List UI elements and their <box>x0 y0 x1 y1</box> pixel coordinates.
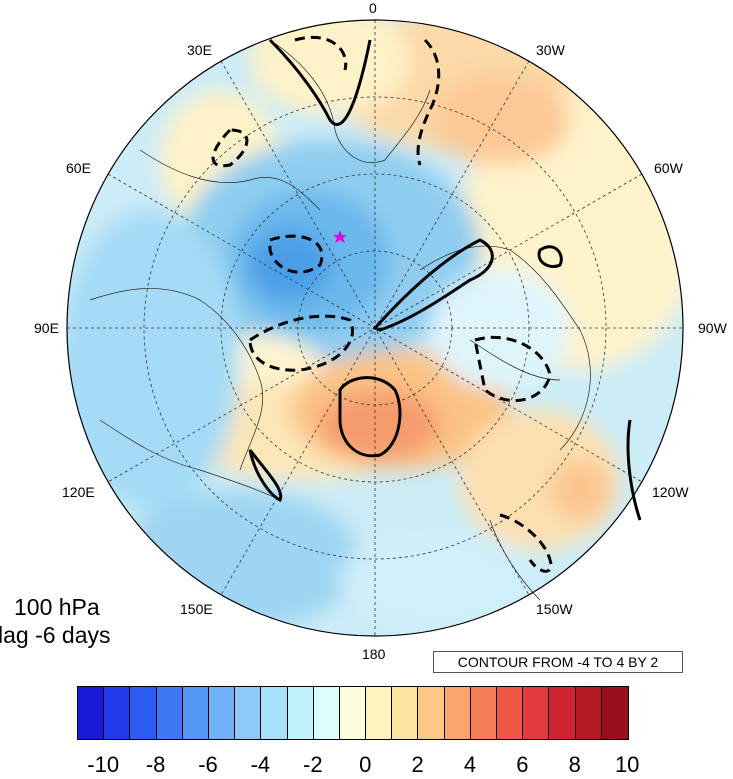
colorbar-cell <box>549 687 576 739</box>
lon-label-60w: 60W <box>654 160 683 176</box>
colorbar-cell <box>339 687 367 739</box>
colorbar-tick-label: 8 <box>568 752 581 777</box>
lon-label-30w: 30W <box>536 42 565 58</box>
colorbar-tick-label: 2 <box>411 752 424 777</box>
contour-info-box: CONTOUR FROM -4 TO 4 BY 2 <box>433 651 683 673</box>
colorbar-cell <box>418 687 445 739</box>
colorbar-cell <box>470 687 497 739</box>
colorbar-cell <box>444 687 471 739</box>
colorbar-cell <box>313 687 340 739</box>
lon-label-90e: 90E <box>34 320 59 336</box>
colorbar-cell <box>208 687 236 739</box>
colorbar-cell <box>366 687 393 739</box>
colorbar-cell <box>182 687 209 739</box>
colorbar-cell <box>575 687 602 739</box>
colorbar-cell <box>104 687 131 739</box>
lon-label-150w: 150W <box>536 601 573 617</box>
lon-label-30e: 30E <box>187 42 212 58</box>
colorbar-cell <box>601 687 628 739</box>
colorbar-tick-label: 10 <box>614 752 640 777</box>
lag-label: lag -6 days <box>0 622 111 648</box>
colorbar-cell <box>287 687 314 739</box>
colorbar-tick-label: 0 <box>359 752 372 777</box>
colorbar-cell <box>523 687 550 739</box>
lon-label-180: 180 <box>362 646 386 662</box>
colorbar-tick-label: -6 <box>198 752 218 777</box>
colorbar-cell <box>235 687 262 739</box>
colorbar-tick-label: 6 <box>516 752 529 777</box>
colorbar-cell <box>130 687 157 739</box>
colorbar-tick-label: -10 <box>87 752 120 777</box>
colorbar <box>77 686 629 740</box>
lon-label-120e: 120E <box>62 484 95 500</box>
colorbar-tick-label: -4 <box>250 752 271 777</box>
lon-label-0: 0 <box>369 0 377 16</box>
lon-label-120w: 120W <box>652 484 689 500</box>
contours <box>211 35 642 573</box>
pressure-level-label: 100 hPa <box>14 594 100 620</box>
lon-label-90w: 90W <box>698 320 727 336</box>
colorbar-cell <box>392 687 419 739</box>
colorbar-cell <box>497 687 524 739</box>
colorbar-tick-label: -2 <box>303 752 323 777</box>
coastlines <box>89 39 591 601</box>
colorbar-tick-label: 4 <box>463 752 477 777</box>
lon-label-150e: 150E <box>180 601 213 617</box>
colorbar-cell <box>78 687 105 739</box>
colorbar-cell <box>261 687 288 739</box>
map-border <box>66 19 684 637</box>
colorbar-cell <box>156 687 183 739</box>
colorbar-tick-label: -8 <box>145 752 166 777</box>
lon-label-60e: 60E <box>66 160 91 176</box>
